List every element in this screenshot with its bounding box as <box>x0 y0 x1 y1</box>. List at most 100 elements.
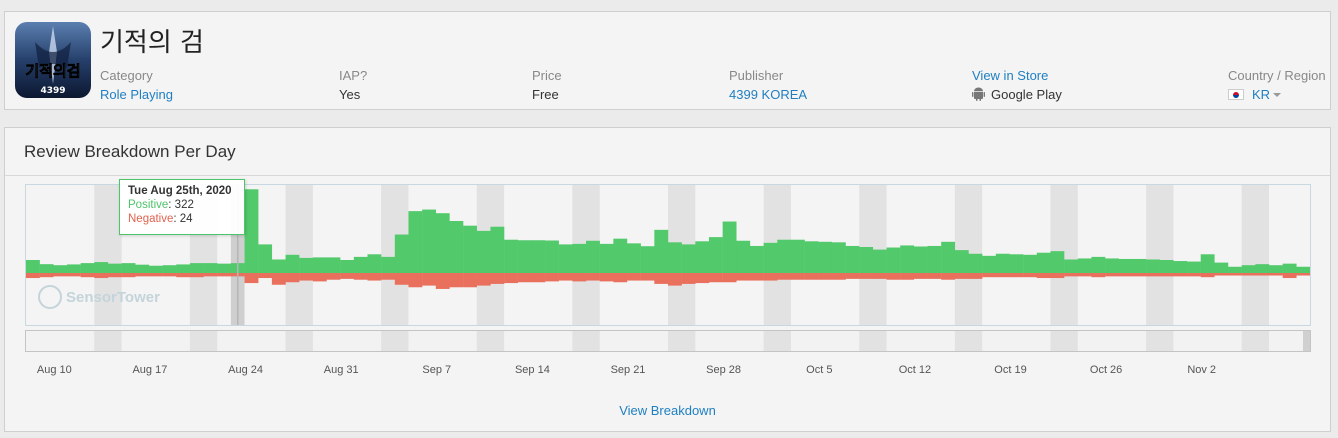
negative-bar[interactable] <box>394 273 409 285</box>
positive-bar[interactable] <box>66 264 81 273</box>
negative-bar[interactable] <box>599 273 614 282</box>
negative-bar[interactable] <box>1255 273 1270 276</box>
negative-bar[interactable] <box>1282 273 1297 279</box>
negative-bar[interactable] <box>1241 273 1256 276</box>
positive-bar[interactable] <box>818 241 833 273</box>
negative-bar[interactable] <box>749 273 764 281</box>
negative-bar[interactable] <box>326 273 341 280</box>
positive-bar[interactable] <box>572 243 587 273</box>
positive-bar[interactable] <box>1023 254 1038 273</box>
positive-bar[interactable] <box>26 260 40 273</box>
negative-bar[interactable] <box>736 273 751 281</box>
negative-bar[interactable] <box>271 273 286 285</box>
negative-bar[interactable] <box>408 273 423 288</box>
negative-bar[interactable] <box>504 273 518 284</box>
negative-bar[interactable] <box>1091 273 1106 278</box>
negative-bar[interactable] <box>1296 273 1310 276</box>
positive-bar[interactable] <box>326 257 341 273</box>
positive-bar[interactable] <box>367 254 382 273</box>
positive-bar[interactable] <box>1173 261 1188 273</box>
negative-bar[interactable] <box>886 273 901 280</box>
positive-bar[interactable] <box>258 244 273 273</box>
positive-bar[interactable] <box>121 263 136 273</box>
negative-bar[interactable] <box>203 273 218 277</box>
positive-bar[interactable] <box>859 247 874 273</box>
negative-bar[interactable] <box>39 273 54 278</box>
positive-bar[interactable] <box>1064 259 1078 273</box>
positive-bar[interactable] <box>94 262 109 273</box>
negative-bar[interactable] <box>299 273 314 281</box>
negative-bar[interactable] <box>790 273 805 280</box>
positive-bar[interactable] <box>135 264 150 273</box>
positive-bar[interactable] <box>1050 251 1065 273</box>
positive-bar[interactable] <box>1146 259 1160 273</box>
positive-bar[interactable] <box>531 240 546 273</box>
positive-bar[interactable] <box>1036 252 1051 273</box>
negative-bar[interactable] <box>1064 273 1078 277</box>
navigator-handle[interactable] <box>1303 331 1310 351</box>
negative-bar[interactable] <box>135 273 150 277</box>
negative-bar[interactable] <box>613 273 628 283</box>
positive-bar[interactable] <box>504 239 518 273</box>
negative-bar[interactable] <box>1009 273 1024 278</box>
positive-bar[interactable] <box>53 265 68 273</box>
negative-bar[interactable] <box>654 273 669 284</box>
positive-bar[interactable] <box>162 265 177 273</box>
negative-bar[interactable] <box>53 273 68 277</box>
negative-bar[interactable] <box>982 273 997 278</box>
negative-bar[interactable] <box>517 273 532 283</box>
positive-bar[interactable] <box>517 240 532 273</box>
positive-bar[interactable] <box>982 255 997 273</box>
positive-bar[interactable] <box>217 263 232 273</box>
negative-bar[interactable] <box>1269 273 1283 276</box>
positive-bar[interactable] <box>107 263 122 273</box>
negative-bar[interactable] <box>927 273 942 279</box>
negative-bar[interactable] <box>162 273 177 277</box>
negative-bar[interactable] <box>1173 273 1188 277</box>
positive-bar[interactable] <box>80 263 95 273</box>
negative-bar[interactable] <box>1187 273 1201 277</box>
positive-bar[interactable] <box>708 237 723 273</box>
negative-bar[interactable] <box>26 273 40 279</box>
positive-bar[interactable] <box>613 238 628 273</box>
negative-bar[interactable] <box>1214 273 1229 276</box>
negative-bar[interactable] <box>340 273 355 279</box>
negative-bar[interactable] <box>1132 273 1147 277</box>
negative-bar[interactable] <box>900 273 915 280</box>
positive-bar[interactable] <box>1241 265 1256 273</box>
negative-bar[interactable] <box>449 273 464 288</box>
negative-bar[interactable] <box>367 273 382 281</box>
negative-bar[interactable] <box>695 273 710 284</box>
negative-bar[interactable] <box>818 273 833 280</box>
positive-bar[interactable] <box>1228 266 1242 273</box>
positive-bar[interactable] <box>545 240 559 274</box>
positive-bar[interactable] <box>927 245 942 273</box>
negative-bar[interactable] <box>66 273 81 277</box>
negative-bar[interactable] <box>148 273 163 277</box>
view-in-store-link[interactable]: View in Store <box>972 68 1049 83</box>
negative-bar[interactable] <box>107 273 122 278</box>
negative-bar[interactable] <box>954 273 969 279</box>
negative-bar[interactable] <box>381 273 396 280</box>
negative-bar[interactable] <box>312 273 327 282</box>
chart-navigator[interactable] <box>25 330 1311 352</box>
positive-bar[interactable] <box>449 221 464 273</box>
positive-bar[interactable] <box>244 189 259 273</box>
positive-bar[interactable] <box>408 211 423 273</box>
positive-bar[interactable] <box>148 265 163 273</box>
positive-bar[interactable] <box>640 246 655 273</box>
positive-bar[interactable] <box>831 242 846 273</box>
negative-bar[interactable] <box>968 273 983 279</box>
negative-bar[interactable] <box>627 273 641 281</box>
negative-bar[interactable] <box>217 273 232 277</box>
positive-bar[interactable] <box>668 242 682 273</box>
positive-bar[interactable] <box>654 229 669 273</box>
negative-bar[interactable] <box>1077 273 1092 277</box>
negative-bar[interactable] <box>285 273 300 283</box>
positive-bar[interactable] <box>340 260 355 273</box>
positive-bar[interactable] <box>627 243 641 273</box>
negative-bar[interactable] <box>1023 273 1038 278</box>
positive-bar[interactable] <box>941 241 956 273</box>
positive-bar[interactable] <box>886 247 901 273</box>
negative-bar[interactable] <box>463 273 477 288</box>
